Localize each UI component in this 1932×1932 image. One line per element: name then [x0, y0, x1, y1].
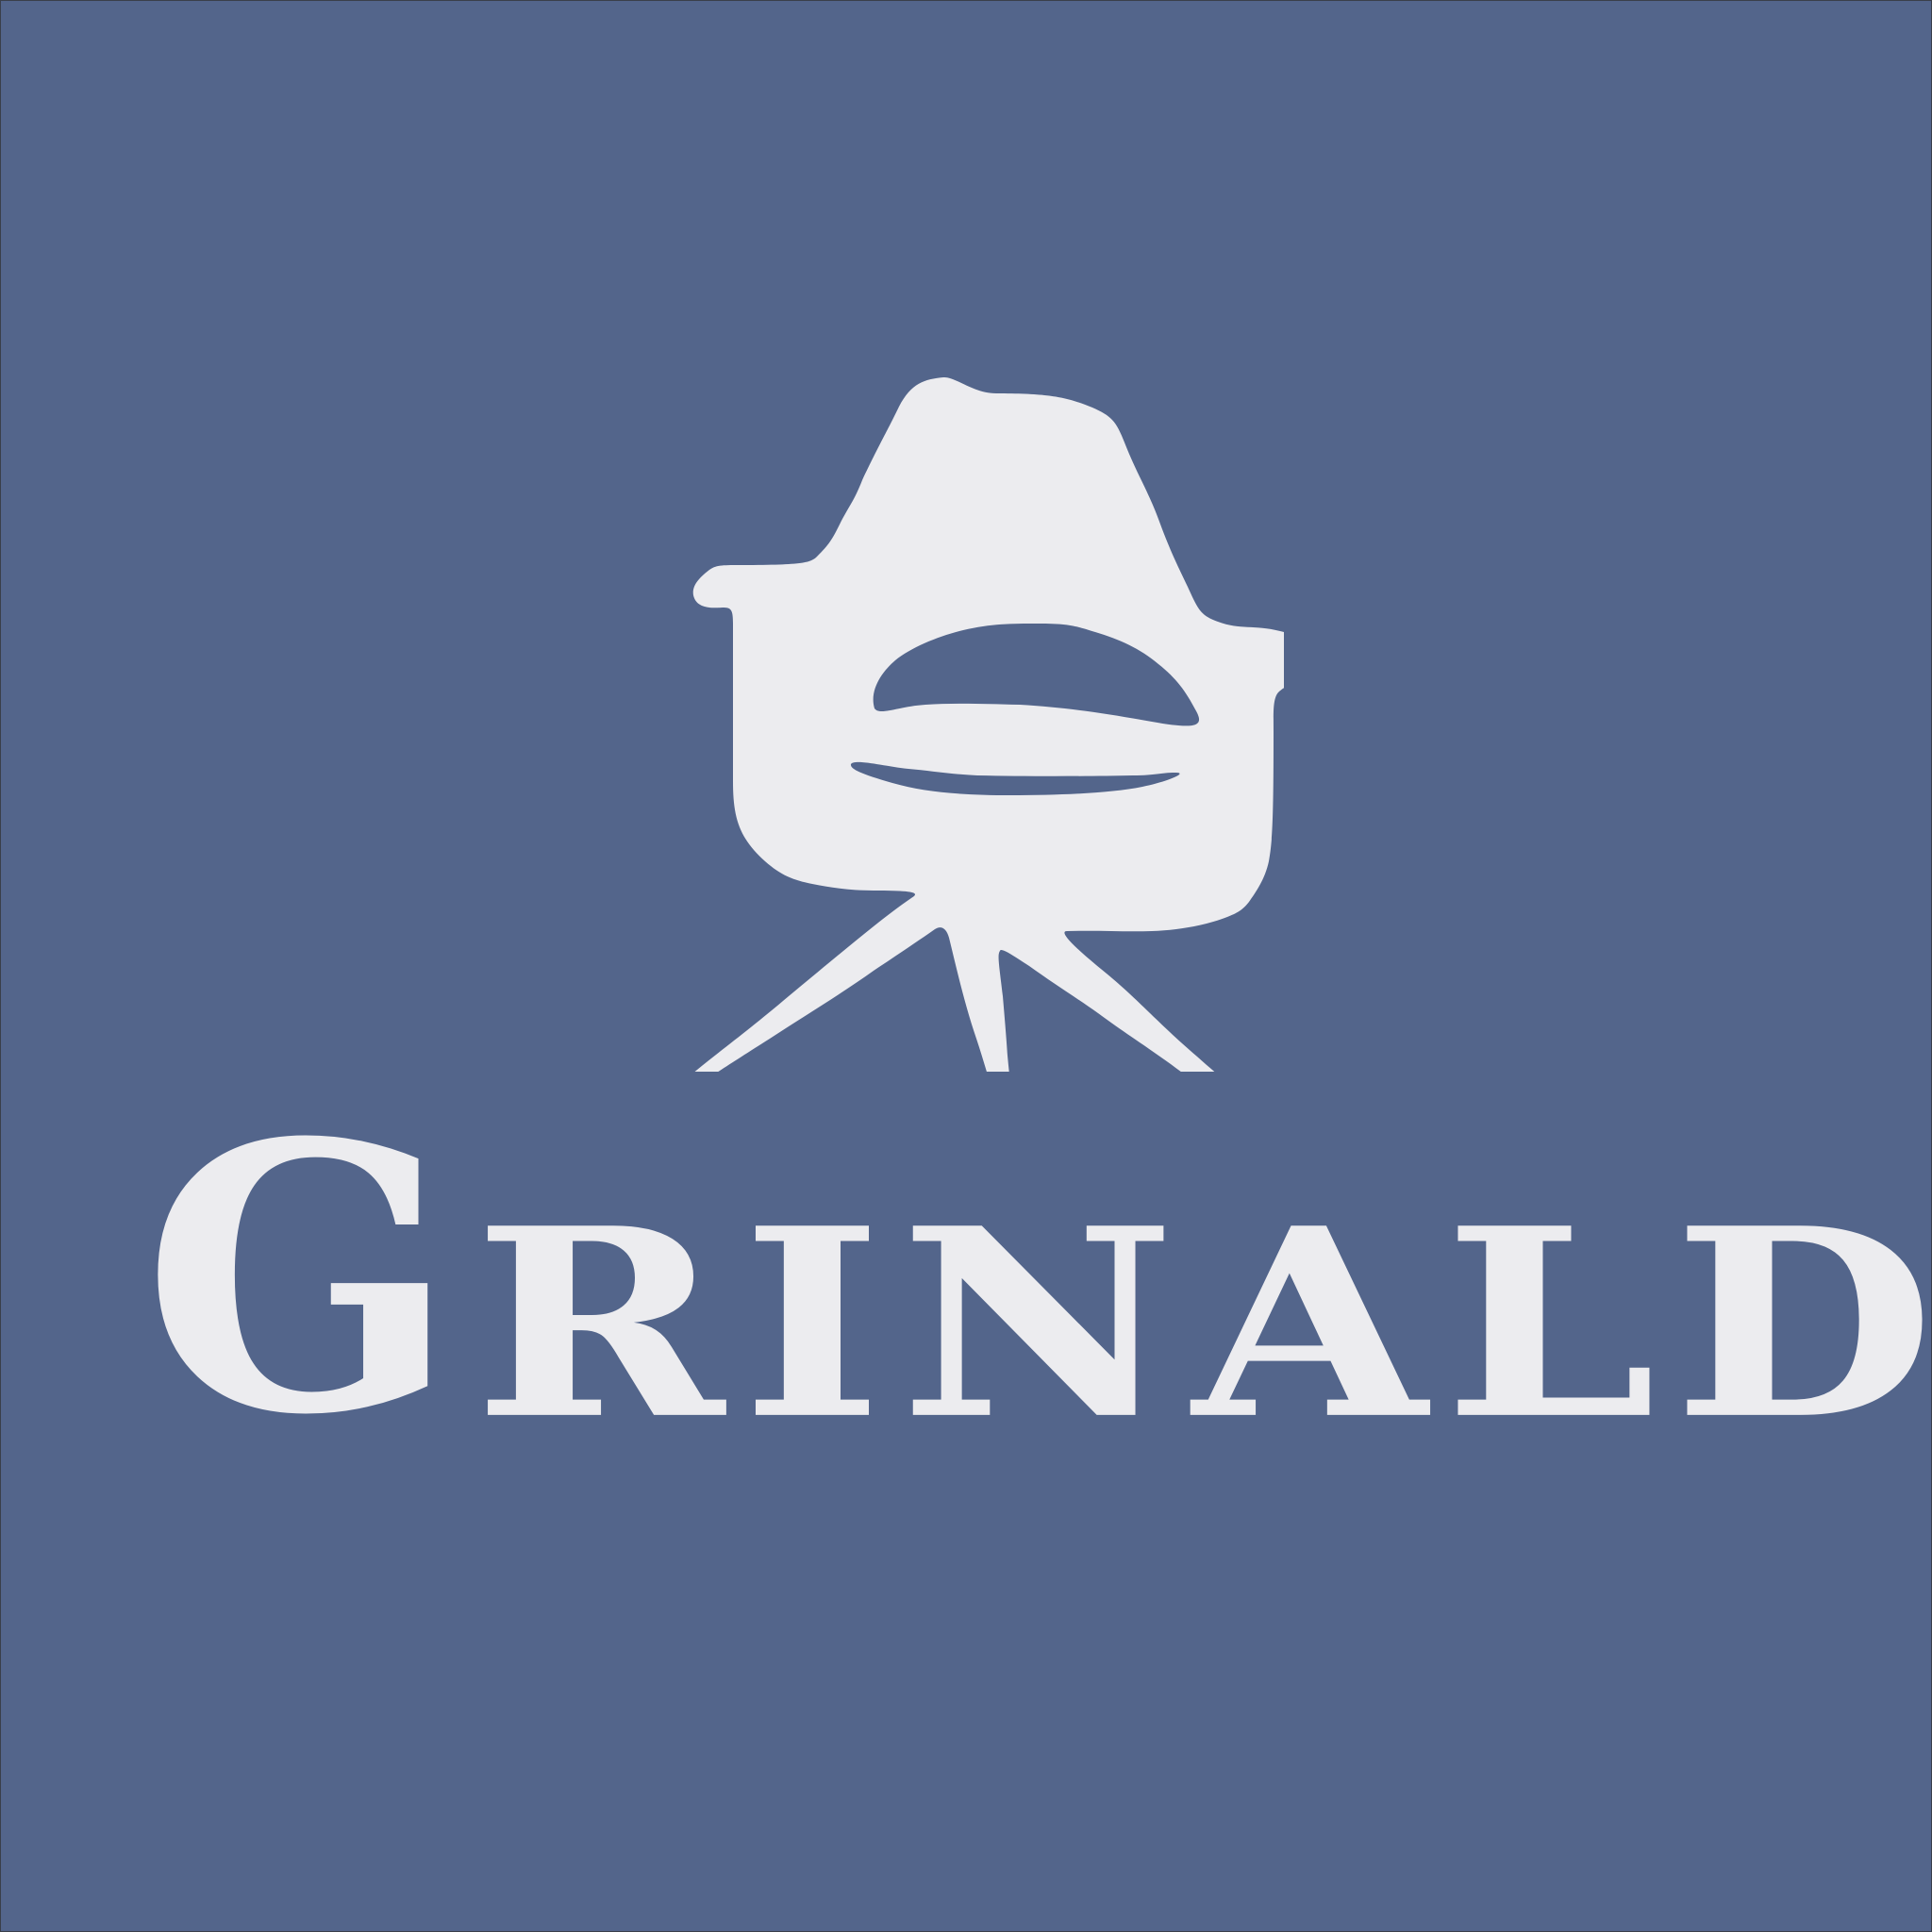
wordmark-first-letter: G: [142, 1063, 475, 1495]
armchair-icon: [680, 374, 1284, 1072]
seat-gap-lower: [850, 761, 1180, 795]
brand-wordmark: G RINALDI: [142, 1095, 1932, 1463]
seat-gap-upper: [873, 624, 1200, 726]
wordmark-rest: RINALDI: [474, 1172, 1932, 1477]
